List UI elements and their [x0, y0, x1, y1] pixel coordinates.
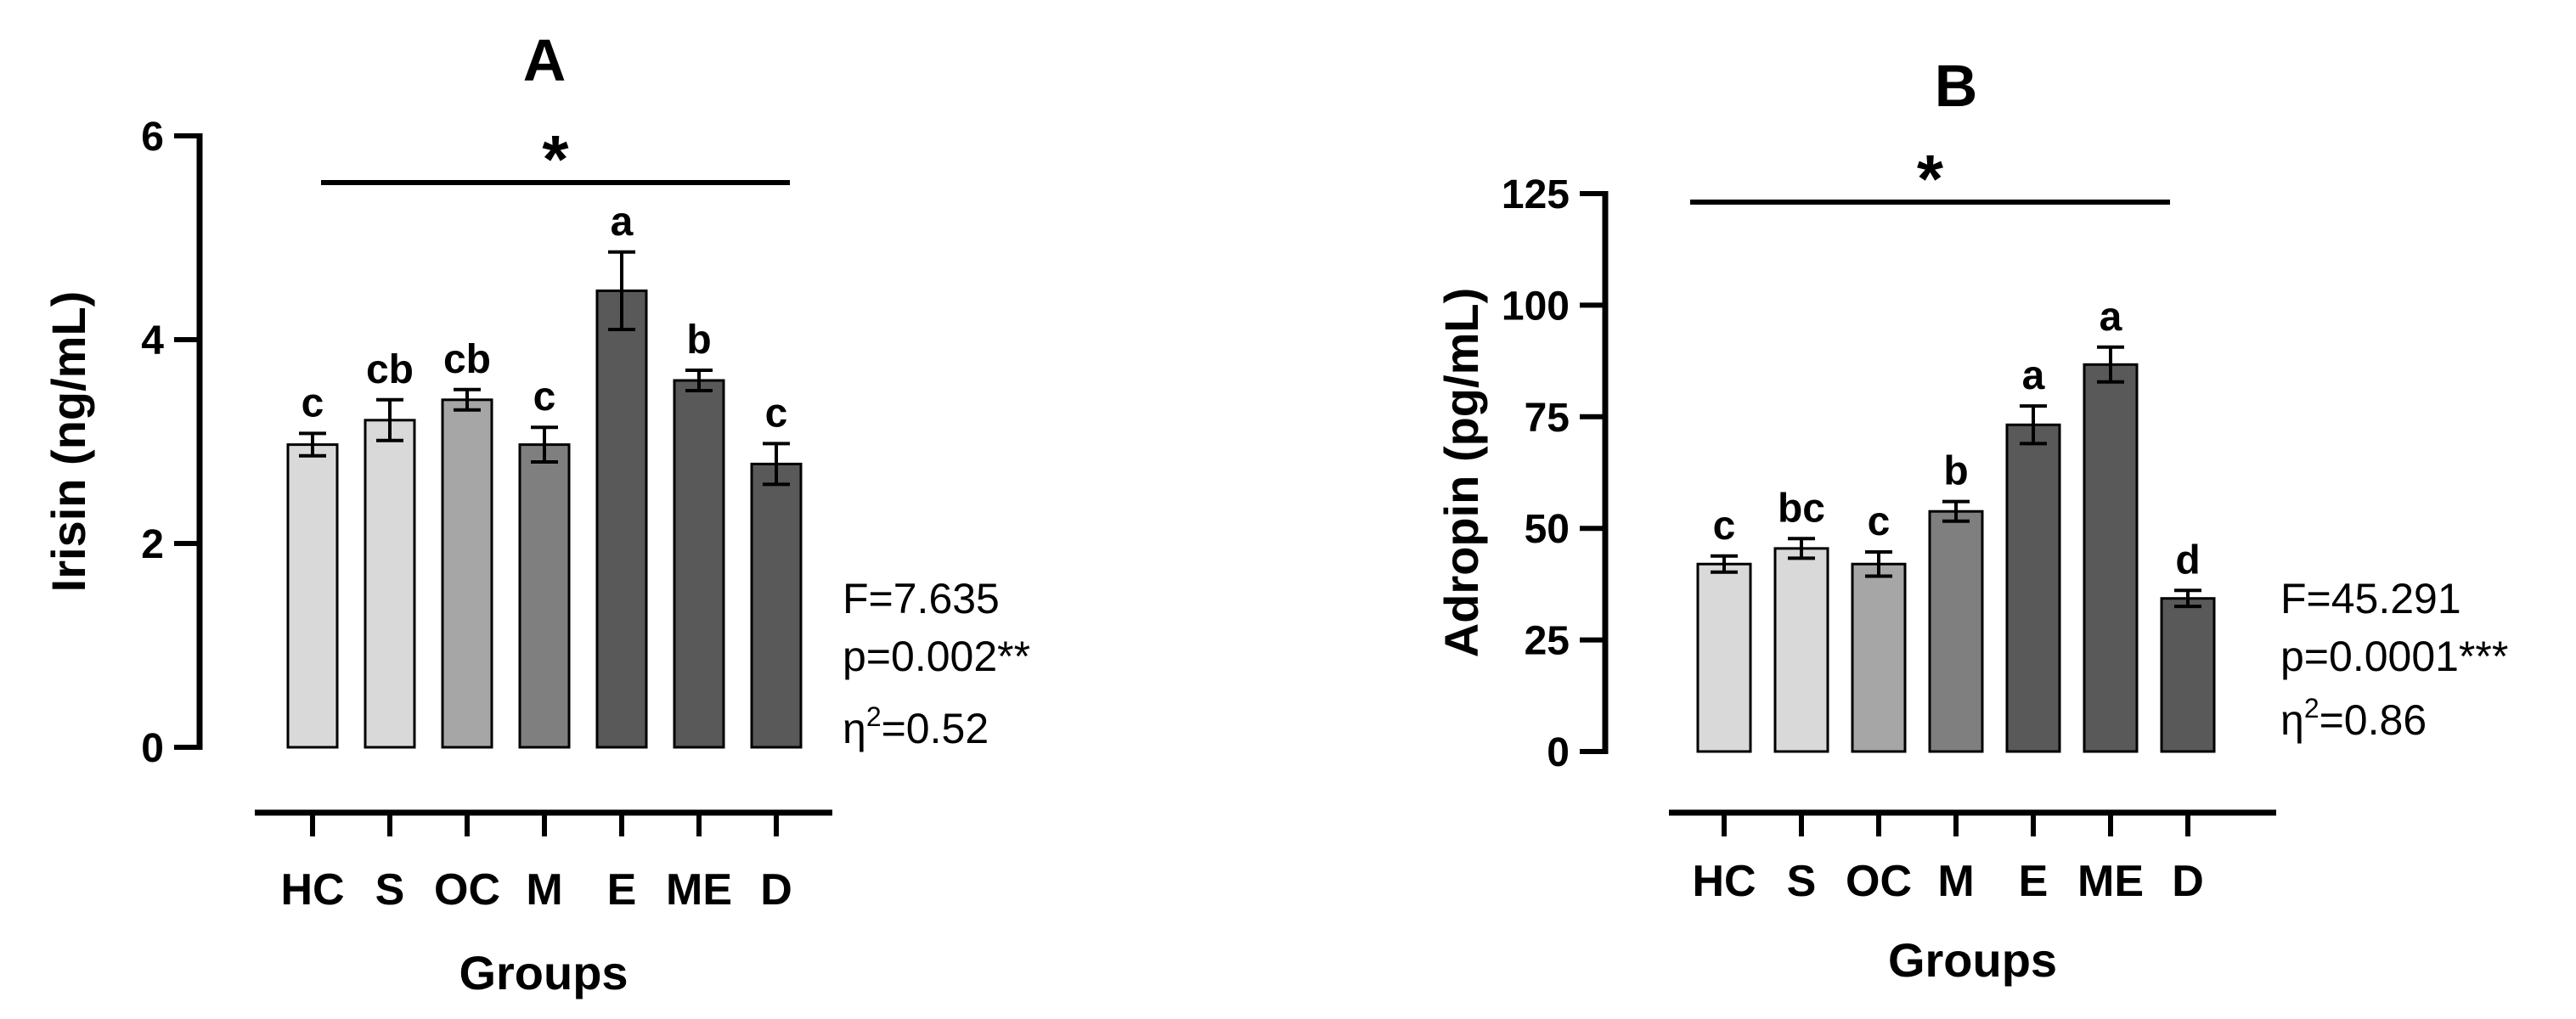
x-tick-label: OC — [1846, 857, 1912, 906]
y-tick-label: 125 — [1502, 172, 1570, 217]
significance-letter: c — [765, 391, 788, 436]
bar-oc — [441, 398, 493, 749]
significance-star: * — [1917, 141, 1944, 217]
x-tick-label: M — [526, 865, 562, 915]
bar-hc — [1696, 562, 1752, 753]
stat-eta: η2=0.52 — [843, 701, 989, 752]
significance-letter: c — [533, 374, 556, 419]
significance-letter: cb — [443, 337, 491, 382]
bar-e — [2005, 423, 2061, 753]
significance-star: * — [542, 121, 569, 197]
bar-m — [518, 443, 571, 749]
x-tick-label: HC — [1692, 857, 1756, 906]
significance-letter: b — [686, 318, 711, 363]
x-axis-label: Groups — [459, 946, 628, 999]
chart-title: A — [523, 27, 566, 93]
y-tick-label: 4 — [141, 318, 164, 363]
x-tick-label: S — [1787, 857, 1817, 906]
x-axis-label: Groups — [1888, 933, 2057, 987]
bar-m — [1928, 510, 1984, 753]
stat-eta-superscript: 2 — [2304, 693, 2320, 723]
bar-me — [2083, 363, 2139, 753]
x-tick-label: HC — [280, 865, 344, 915]
y-tick-label: 0 — [141, 726, 164, 771]
stat-eta-value: =0.86 — [2320, 696, 2427, 744]
significance-letter: c — [302, 380, 324, 425]
stat-eta: η2=0.86 — [2280, 693, 2427, 744]
y-tick-label: 25 — [1525, 619, 1570, 664]
x-tick-label: S — [375, 865, 405, 915]
y-tick-label: 0 — [1547, 730, 1570, 775]
x-tick-label: M — [1937, 857, 1974, 906]
bar-e — [595, 289, 648, 749]
y-tick-label: 50 — [1525, 507, 1570, 552]
x-tick-label: D — [760, 865, 792, 915]
stat-eta-superscript: 2 — [866, 701, 882, 732]
x-tick-label: OC — [434, 865, 500, 915]
x-tick-label: E — [2019, 857, 2049, 906]
significance-letter: a — [2022, 353, 2045, 398]
bar-me — [673, 379, 725, 749]
y-tick-label: 75 — [1525, 396, 1570, 441]
chart-title: B — [1935, 53, 1978, 119]
significance-letter: bc — [1778, 486, 1825, 531]
significance-letter: a — [611, 200, 634, 245]
y-tick-label: 6 — [141, 115, 164, 160]
stat-p: p=0.0001*** — [2280, 633, 2508, 680]
y-tick-label: 100 — [1502, 284, 1570, 329]
y-axis-label: Irisin (ng/mL) — [42, 291, 95, 593]
significance-letter: c — [1868, 499, 1891, 544]
bar-s — [1773, 547, 1829, 753]
x-tick-label: D — [2172, 857, 2204, 906]
significance-letter: cb — [366, 347, 414, 392]
bar-d — [750, 462, 803, 749]
x-tick-label: E — [607, 865, 637, 915]
chart-b: B * 0 25 50 75 100 125 Adropin (pg/mL) c HC bc Sc OC b… — [1435, 53, 2508, 987]
x-tick-label: ME — [2077, 857, 2144, 906]
y-tick-label: 2 — [141, 522, 164, 567]
stat-f: F=7.635 — [843, 575, 1000, 622]
bar-d — [2160, 597, 2216, 753]
stat-p: p=0.002** — [843, 633, 1030, 680]
y-axis-label: Adropin (pg/mL) — [1435, 288, 1488, 657]
chart-a: A * 0 2 4 6 Irisin (ng/mL) c HC cb Scb OC c Ma Eb ME c D G… — [42, 27, 1030, 999]
bar-s — [364, 419, 416, 749]
significance-letter: a — [2100, 295, 2122, 340]
stat-eta-symbol: η — [843, 705, 866, 752]
stat-f: F=45.291 — [2280, 575, 2461, 622]
x-tick-label: ME — [666, 865, 732, 915]
bar-hc — [286, 443, 339, 749]
stat-eta-symbol: η — [2280, 696, 2304, 744]
stat-eta-value: =0.52 — [882, 705, 989, 752]
significance-letter: b — [1943, 449, 1968, 494]
significance-letter: c — [1713, 504, 1736, 549]
significance-letter: d — [2175, 538, 2200, 583]
bar-oc — [1851, 562, 1907, 753]
